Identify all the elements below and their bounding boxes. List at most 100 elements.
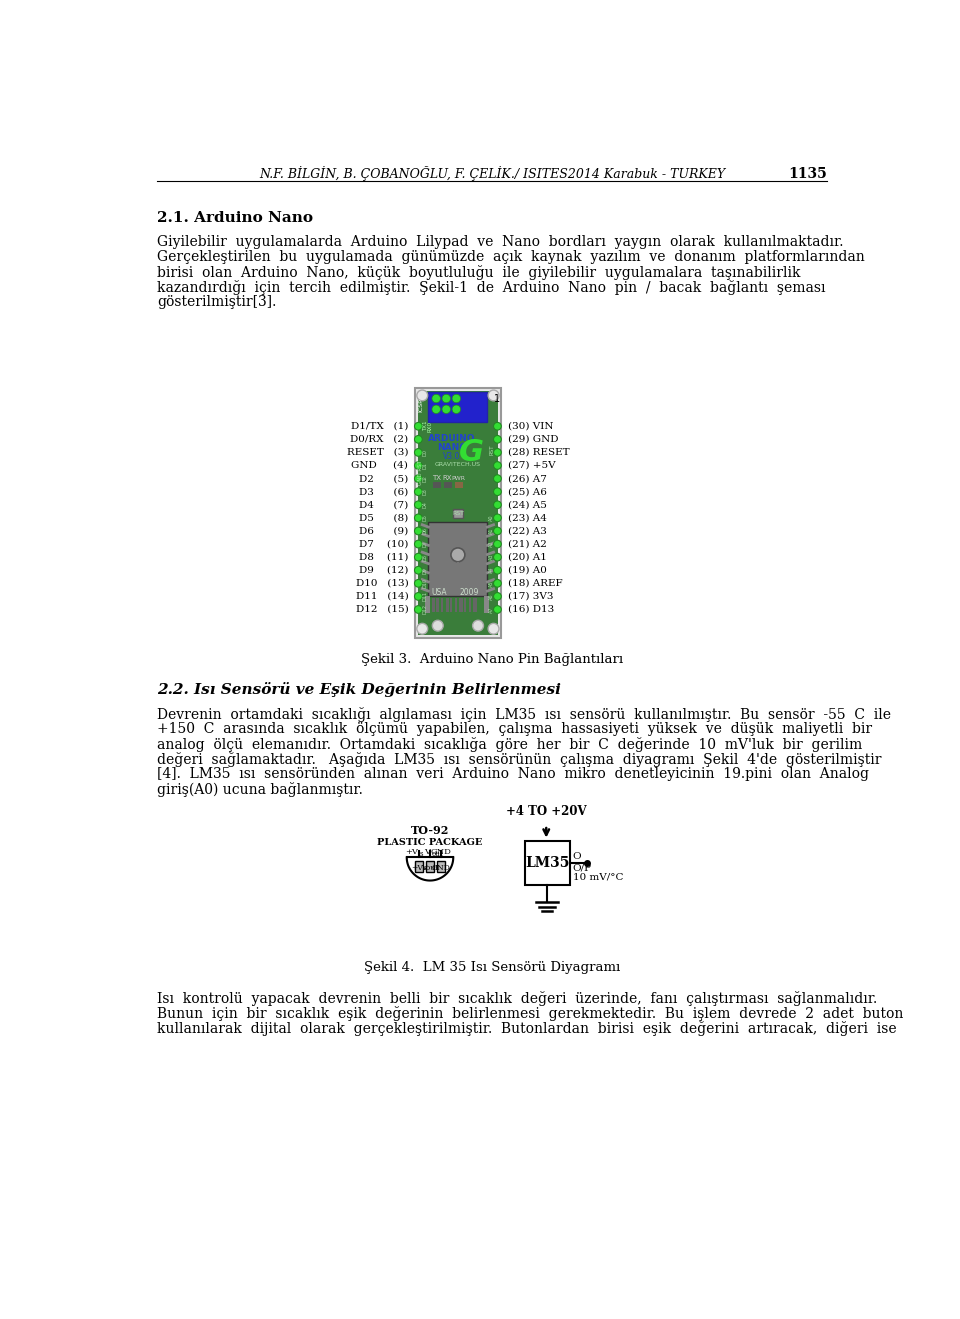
Text: Giyilebilir  uygulamalarda  Arduino  Lilypad  ve  Nano  bordları  yaygın  olarak: Giyilebilir uygulamalarda Arduino Lilypa… [157, 235, 844, 249]
Circle shape [415, 462, 422, 470]
FancyBboxPatch shape [437, 861, 444, 872]
Text: (29) GND: (29) GND [508, 435, 558, 443]
Text: birisi  olan  Arduino  Nano,  küçük  boyutluluğu  ile  giyilebilir  uygulamalara: birisi olan Arduino Nano, küçük boyutlul… [157, 265, 801, 281]
Text: Devrenin  ortamdaki  sıcaklığı  algılaması  için  LM35  ısı  sensörü  kullanılmı: Devrenin ortamdaki sıcaklığı algılaması … [157, 707, 891, 721]
Text: değeri  sağlamaktadır.   Aşağıda  LM35  ısı  sensörünün  çalışma  diyagramı  Şek: değeri sağlamaktadır. Aşağıda LM35 ısı s… [157, 752, 881, 766]
Circle shape [432, 620, 444, 630]
Circle shape [493, 501, 501, 509]
FancyBboxPatch shape [460, 598, 464, 612]
FancyBboxPatch shape [436, 598, 439, 612]
Text: gösterilmiştir[3].: gösterilmiştir[3]. [157, 295, 276, 310]
FancyBboxPatch shape [455, 598, 457, 612]
Circle shape [415, 501, 422, 509]
Circle shape [493, 541, 501, 547]
Circle shape [493, 462, 501, 470]
Circle shape [415, 435, 422, 443]
Text: RESET   (3): RESET (3) [347, 448, 408, 456]
Text: (17) 3V3: (17) 3V3 [508, 592, 553, 601]
FancyBboxPatch shape [428, 522, 488, 596]
Text: A2: A2 [489, 541, 493, 547]
Circle shape [415, 553, 422, 561]
Text: D11   (14): D11 (14) [355, 592, 408, 601]
Text: D10   (13): D10 (13) [355, 579, 408, 588]
Circle shape [415, 592, 422, 600]
Circle shape [415, 528, 422, 534]
Text: kullanılarak  dijital  olarak  gerçekleştirilmiştir.  Butonlardan  birisi  eşik : kullanılarak dijital olarak gerçekleştir… [157, 1021, 897, 1037]
Text: (30) VIN: (30) VIN [508, 422, 553, 431]
Text: s: s [420, 849, 423, 857]
Text: +Vs: +Vs [411, 864, 427, 872]
FancyBboxPatch shape [444, 483, 452, 488]
Text: RX0: RX0 [427, 421, 433, 431]
Circle shape [415, 566, 422, 574]
Text: A7: A7 [489, 607, 493, 613]
FancyBboxPatch shape [524, 840, 569, 885]
FancyBboxPatch shape [468, 598, 471, 612]
FancyBboxPatch shape [445, 598, 449, 612]
FancyBboxPatch shape [432, 598, 436, 612]
Circle shape [493, 579, 501, 587]
Text: D4      (7): D4 (7) [359, 500, 408, 509]
Text: (25) A6: (25) A6 [508, 487, 546, 496]
Text: D12: D12 [422, 604, 427, 615]
Circle shape [493, 488, 501, 496]
Circle shape [442, 405, 450, 414]
Circle shape [415, 448, 422, 456]
FancyBboxPatch shape [473, 598, 477, 612]
Circle shape [493, 475, 501, 483]
Text: ICSP: ICSP [419, 398, 423, 412]
Circle shape [472, 620, 484, 630]
Text: (27) +5V: (27) +5V [508, 462, 555, 470]
Text: giriş(A0) ucuna bağlanmıştır.: giriş(A0) ucuna bağlanmıştır. [157, 782, 363, 797]
Text: (18) AREF: (18) AREF [508, 579, 563, 588]
Text: D8    (11): D8 (11) [359, 553, 408, 562]
Text: A1: A1 [489, 528, 493, 534]
Text: D7: D7 [422, 541, 427, 547]
Text: RST: RST [452, 510, 464, 516]
Text: 2.1. Arduino Nano: 2.1. Arduino Nano [157, 211, 313, 224]
Circle shape [432, 394, 441, 402]
Circle shape [442, 394, 450, 402]
Circle shape [493, 435, 501, 443]
Text: D2: D2 [422, 475, 427, 481]
FancyBboxPatch shape [441, 598, 444, 612]
Text: D6: D6 [422, 528, 427, 534]
Text: A4: A4 [489, 567, 493, 574]
Text: D5      (8): D5 (8) [359, 513, 408, 522]
Text: +4 TO +20V: +4 TO +20V [506, 805, 587, 818]
Text: 2009: 2009 [460, 588, 479, 598]
Text: V3.0: V3.0 [443, 451, 461, 460]
Text: D5: D5 [422, 514, 427, 521]
FancyBboxPatch shape [415, 388, 501, 638]
Text: Bunun  için  bir  sıcaklık  eşik  değerinin  belirlenmesi  gerekmektedir.  Bu  i: Bunun için bir sıcaklık eşik değerinin b… [157, 1006, 903, 1021]
Text: O/P: O/P [572, 864, 591, 873]
FancyBboxPatch shape [425, 596, 430, 613]
Text: D1: D1 [422, 462, 427, 470]
Text: D6      (9): D6 (9) [359, 526, 408, 536]
FancyBboxPatch shape [453, 509, 463, 518]
Circle shape [415, 475, 422, 483]
Text: 2.2. Isı Sensörü ve Eşik Değerinin Belirlenmesi: 2.2. Isı Sensörü ve Eşik Değerinin Belir… [157, 682, 561, 696]
Text: D12   (15): D12 (15) [355, 605, 408, 615]
Circle shape [488, 624, 499, 634]
Text: A6: A6 [489, 594, 493, 600]
Text: LM35: LM35 [525, 856, 569, 869]
FancyBboxPatch shape [416, 861, 423, 872]
Circle shape [417, 390, 427, 401]
Text: GND RST: GND RST [419, 460, 423, 485]
Text: D0/RX   (2): D0/RX (2) [350, 435, 408, 443]
Text: TX1: TX1 [422, 421, 428, 431]
Text: D0: D0 [422, 448, 427, 456]
FancyBboxPatch shape [433, 483, 441, 488]
Text: G: G [459, 438, 485, 467]
Circle shape [415, 541, 422, 547]
Text: O: O [572, 852, 581, 861]
Text: +150  C  arasında  sıcaklık  ölçümü  yapabilen,  çalışma  hassasiyeti  yüksek  v: +150 C arasında sıcaklık ölçümü yapabile… [157, 721, 873, 736]
Text: N.F. BİLGİN, B. ÇOBANOĞLU, F. ÇELİK./ ISITES2014 Karabuk - TURKEY: N.F. BİLGİN, B. ÇOBANOĞLU, F. ÇELİK./ IS… [259, 166, 725, 181]
Text: D3: D3 [422, 488, 427, 495]
Text: (23) A4: (23) A4 [508, 513, 546, 522]
FancyBboxPatch shape [455, 483, 463, 488]
Text: D7    (10): D7 (10) [359, 539, 408, 549]
Text: D9: D9 [422, 567, 427, 574]
Text: GRAVITECH.US: GRAVITECH.US [435, 463, 481, 467]
